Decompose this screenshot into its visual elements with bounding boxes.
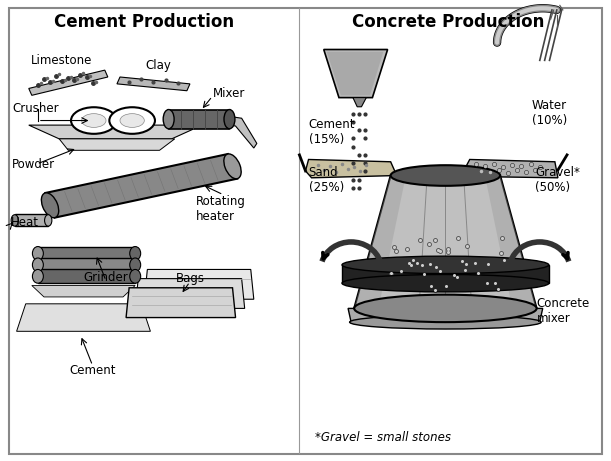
Ellipse shape — [11, 215, 18, 226]
Ellipse shape — [120, 114, 144, 127]
Bar — [38, 247, 135, 260]
Bar — [15, 214, 48, 226]
Polygon shape — [16, 304, 150, 331]
Polygon shape — [327, 52, 383, 95]
Polygon shape — [465, 160, 558, 178]
Polygon shape — [348, 308, 543, 322]
Text: Sand
(25%): Sand (25%) — [309, 166, 344, 195]
Ellipse shape — [354, 295, 536, 322]
Text: Rotating
heater: Rotating heater — [196, 195, 246, 223]
Polygon shape — [225, 116, 257, 148]
Ellipse shape — [130, 247, 141, 260]
Text: Crusher: Crusher — [12, 102, 59, 115]
Polygon shape — [29, 70, 108, 95]
Polygon shape — [354, 176, 536, 308]
Ellipse shape — [42, 193, 59, 218]
Polygon shape — [354, 176, 406, 308]
Text: Limestone: Limestone — [31, 54, 92, 67]
Text: Cement Production: Cement Production — [54, 13, 235, 31]
Ellipse shape — [109, 107, 155, 134]
Bar — [169, 110, 230, 129]
Ellipse shape — [130, 269, 141, 283]
Ellipse shape — [32, 258, 43, 272]
Ellipse shape — [71, 107, 117, 134]
Text: Clay: Clay — [145, 59, 172, 72]
Text: Concrete Production: Concrete Production — [353, 13, 544, 31]
Polygon shape — [117, 77, 190, 91]
Bar — [38, 269, 135, 283]
Ellipse shape — [342, 256, 549, 273]
Polygon shape — [126, 288, 236, 318]
Ellipse shape — [349, 315, 541, 329]
Polygon shape — [29, 125, 202, 139]
Text: Cement
(15%): Cement (15%) — [309, 118, 355, 146]
Bar — [38, 258, 135, 272]
Ellipse shape — [130, 258, 141, 272]
Polygon shape — [342, 265, 549, 283]
Polygon shape — [59, 139, 175, 150]
Text: Concrete
mixer: Concrete mixer — [536, 297, 590, 325]
Polygon shape — [45, 154, 237, 218]
Polygon shape — [485, 176, 536, 308]
Text: Gravel*
(50%): Gravel* (50%) — [535, 166, 580, 195]
Text: *Gravel = small stones: *Gravel = small stones — [315, 431, 451, 444]
Ellipse shape — [224, 154, 241, 179]
Polygon shape — [306, 160, 397, 178]
Polygon shape — [324, 49, 387, 98]
Ellipse shape — [342, 274, 549, 292]
Ellipse shape — [32, 247, 43, 260]
Ellipse shape — [32, 269, 43, 283]
Ellipse shape — [224, 110, 235, 129]
Ellipse shape — [82, 114, 106, 127]
Polygon shape — [353, 98, 367, 107]
Text: Water
(10%): Water (10%) — [532, 99, 567, 126]
Text: Mixer: Mixer — [213, 87, 245, 100]
Text: Powder: Powder — [12, 158, 56, 171]
Text: Heat: Heat — [10, 216, 38, 229]
Text: Cement: Cement — [70, 364, 116, 377]
Text: Bags: Bags — [175, 272, 205, 285]
Ellipse shape — [45, 215, 52, 226]
Polygon shape — [135, 278, 244, 308]
Text: Grinder: Grinder — [84, 271, 128, 284]
Ellipse shape — [163, 110, 174, 129]
Ellipse shape — [390, 165, 500, 186]
Polygon shape — [32, 285, 135, 297]
FancyBboxPatch shape — [9, 8, 602, 454]
Polygon shape — [144, 269, 254, 299]
